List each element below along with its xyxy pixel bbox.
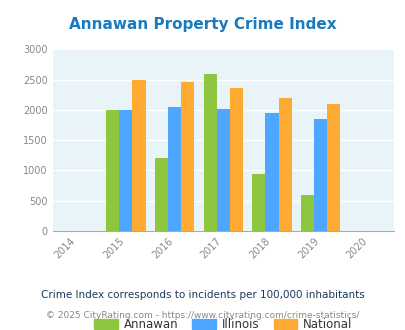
Bar: [154, 158, 168, 231]
Bar: [132, 80, 145, 231]
Bar: [265, 113, 278, 231]
Text: Annawan Property Crime Index: Annawan Property Crime Index: [69, 17, 336, 32]
Text: Crime Index corresponds to incidents per 100,000 inhabitants: Crime Index corresponds to incidents per…: [41, 290, 364, 300]
Bar: [106, 110, 119, 231]
Bar: [168, 107, 181, 231]
Bar: [278, 98, 291, 231]
Bar: [313, 119, 326, 231]
Bar: [229, 88, 243, 231]
Bar: [216, 109, 229, 231]
Bar: [326, 104, 340, 231]
Bar: [119, 110, 132, 231]
Text: © 2025 CityRating.com - https://www.cityrating.com/crime-statistics/: © 2025 CityRating.com - https://www.city…: [46, 311, 359, 320]
Legend: Annawan, Illinois, National: Annawan, Illinois, National: [89, 313, 356, 330]
Bar: [203, 74, 216, 231]
Bar: [181, 82, 194, 231]
Bar: [300, 195, 313, 231]
Bar: [252, 174, 265, 231]
